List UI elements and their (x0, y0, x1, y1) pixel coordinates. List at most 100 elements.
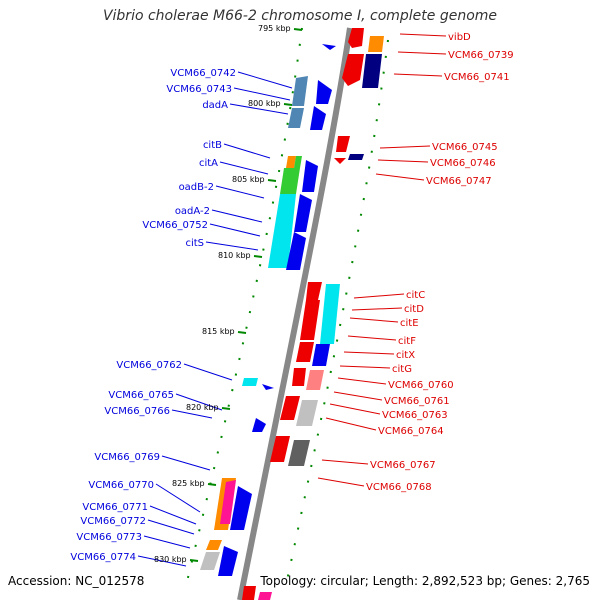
gene-arrow[interactable] (312, 344, 330, 366)
leader-line (233, 87, 291, 101)
gene-arrow[interactable] (220, 480, 236, 524)
kbp-tick-label: 800 kbp (248, 99, 281, 108)
gene-label[interactable]: VCM66_0771 (82, 502, 148, 513)
gene-arrow[interactable] (322, 44, 336, 50)
kbp-tick-mark (283, 103, 293, 106)
gene-arrow[interactable] (294, 194, 312, 232)
reverse-gene-blocks (242, 28, 384, 600)
gene-label[interactable]: VCM66_0767 (370, 460, 436, 471)
gene-label[interactable]: citX (396, 350, 415, 361)
gene-arrow[interactable] (262, 384, 274, 390)
gene-arrow[interactable] (270, 436, 290, 462)
gene-label[interactable]: VCM66_0752 (142, 220, 208, 231)
gene-label[interactable]: VCM66_0770 (88, 480, 154, 491)
forward-gene-blocks (200, 44, 336, 576)
gene-label[interactable]: VCM66_0774 (70, 552, 136, 563)
leader-line (393, 73, 443, 77)
accession-text: Accession: NC_012578 (8, 574, 145, 588)
gene-label[interactable]: VCM66_0762 (116, 360, 182, 371)
gene-arrow[interactable] (286, 156, 296, 168)
gene-arrow[interactable] (296, 400, 318, 426)
inner-guide-line (284, 39, 389, 591)
gene-arrow[interactable] (292, 76, 308, 106)
gene-arrow[interactable] (348, 28, 364, 48)
gene-arrow[interactable] (362, 54, 382, 88)
gene-label[interactable]: VCM66_0765 (108, 390, 174, 401)
gene-label[interactable]: VCM66_0743 (166, 84, 232, 95)
gene-label[interactable]: oadB-2 (179, 182, 214, 193)
gene-label[interactable]: VCM66_0745 (432, 142, 498, 153)
gene-arrow[interactable] (348, 154, 364, 160)
gene-arrow[interactable] (242, 378, 258, 386)
gene-label[interactable]: VCM66_0773 (76, 532, 142, 543)
gene-label[interactable]: VCM66_0766 (104, 406, 170, 417)
leader-line (339, 365, 391, 369)
gene-label[interactable]: citC (406, 290, 425, 301)
gene-arrow[interactable] (296, 342, 314, 362)
gene-label[interactable]: VCM66_0742 (170, 68, 236, 79)
gene-label[interactable]: VCM66_0768 (366, 482, 432, 493)
gene-arrow[interactable] (316, 80, 332, 104)
gene-label[interactable]: VCM66_0741 (444, 72, 510, 83)
gene-label[interactable]: VCM66_0764 (378, 426, 444, 437)
gene-label[interactable]: citF (398, 336, 416, 347)
gene-arrow[interactable] (334, 158, 346, 164)
gene-label[interactable]: citE (400, 318, 419, 329)
gene-arrow[interactable] (206, 540, 222, 550)
gene-arrow[interactable] (300, 300, 320, 340)
gene-arrow[interactable] (218, 546, 238, 576)
kbp-tick-label: 815 kbp (202, 327, 235, 336)
genome-summary-text: Topology: circular; Length: 2,892,523 bp… (260, 574, 590, 588)
gene-label[interactable]: VCM66_0746 (430, 158, 496, 169)
gene-arrow[interactable] (230, 486, 252, 530)
gene-arrow[interactable] (268, 194, 296, 268)
gene-arrow[interactable] (200, 552, 220, 570)
gene-arrow[interactable] (252, 418, 266, 432)
gene-label[interactable]: VCM66_0761 (384, 396, 450, 407)
gene-label[interactable]: VCM66_0769 (94, 452, 160, 463)
leader-line (397, 51, 447, 55)
leader-line (333, 391, 383, 401)
gene-arrow[interactable] (292, 368, 306, 386)
gene-arrow[interactable] (258, 592, 272, 600)
gene-arrow[interactable] (294, 156, 302, 168)
gene-arrow[interactable] (310, 106, 326, 130)
leader-line (337, 377, 387, 385)
gene-label[interactable]: VCM66_0760 (388, 380, 454, 391)
gene-label[interactable]: citS (185, 238, 204, 249)
gene-label[interactable]: oadA-2 (175, 206, 210, 217)
gene-arrow[interactable] (288, 440, 310, 466)
kbp-tick-mark (221, 407, 231, 410)
gene-label[interactable]: VCM66_0739 (448, 50, 514, 61)
gene-label[interactable]: VCM66_0763 (382, 410, 448, 421)
leader-line (377, 159, 429, 163)
gene-arrow[interactable] (302, 160, 318, 192)
gene-label[interactable]: citB (203, 140, 222, 151)
gene-label[interactable]: VCM66_0747 (426, 176, 492, 187)
gene-arrow[interactable] (242, 586, 256, 600)
gene-arrow[interactable] (320, 284, 340, 344)
gene-label[interactable]: dadA (202, 100, 228, 111)
gene-arrow[interactable] (368, 36, 384, 52)
leader-line (171, 409, 213, 419)
kbp-tick-label: 825 kbp (172, 479, 205, 488)
gene-label[interactable]: citA (199, 158, 218, 169)
gene-arrow[interactable] (342, 54, 364, 86)
gene-arrow[interactable] (306, 282, 322, 300)
gene-arrow[interactable] (280, 396, 300, 420)
gene-arrow[interactable] (286, 232, 306, 270)
leader-line (205, 241, 259, 251)
gene-label[interactable]: VCM66_0772 (80, 516, 146, 527)
label-leader-lines (137, 33, 447, 567)
gene-arrow[interactable] (288, 108, 304, 128)
gene-arrow[interactable] (336, 136, 350, 152)
leader-line (175, 393, 223, 411)
gene-arrow[interactable] (280, 168, 300, 194)
gene-label[interactable]: citG (392, 364, 412, 375)
gene-label[interactable]: citD (404, 304, 424, 315)
gene-arrow[interactable] (306, 370, 324, 390)
kbp-tick-label: 805 kbp (232, 175, 265, 184)
chromosome-backbone (237, 27, 353, 600)
gene-label[interactable]: vibD (448, 32, 471, 43)
